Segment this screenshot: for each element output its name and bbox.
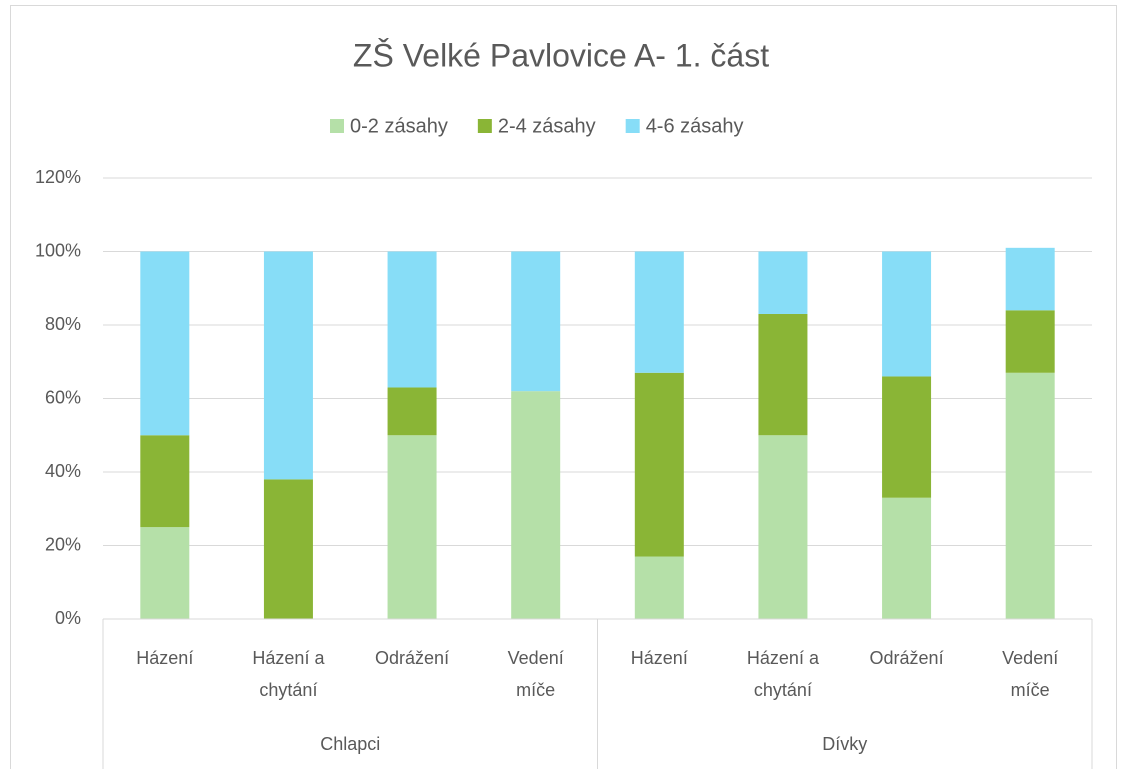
bar-segment	[1005, 372, 1055, 619]
y-tick-label: 0%	[55, 608, 81, 628]
x-tick-label: Vedení míče	[1002, 648, 1059, 700]
chart-border	[10, 5, 1117, 769]
y-tick-label: 120%	[35, 167, 81, 187]
bar-segment	[140, 435, 190, 528]
bar-segment	[758, 313, 808, 436]
bar-segment	[1005, 247, 1055, 311]
y-tick-label: 100%	[35, 240, 81, 260]
bar-segment	[634, 372, 684, 557]
bar-segment	[882, 251, 932, 377]
y-tick-label: 20%	[45, 534, 81, 554]
bar-segment	[263, 251, 313, 480]
legend-swatch	[625, 119, 640, 133]
group-label: Dívky	[822, 734, 867, 754]
bar-segment	[758, 251, 808, 314]
chart-title: ZŠ Velké Pavlovice A- 1. část	[353, 37, 769, 73]
bar-segment	[140, 251, 190, 436]
bar-segment	[387, 435, 437, 619]
bar-segment	[511, 391, 561, 619]
y-tick-label: 60%	[45, 387, 81, 407]
y-tick-label: 80%	[45, 314, 81, 334]
bar-segment	[882, 376, 932, 498]
legend-label: 4-6 zásahy	[646, 115, 744, 137]
bar-segment	[263, 479, 313, 619]
bar-segment	[140, 527, 190, 619]
group-label: Chlapci	[320, 734, 380, 754]
legend-label: 0-2 zásahy	[350, 115, 448, 137]
x-tick-label: Házení a chytání	[746, 648, 819, 700]
legend-swatch	[330, 119, 344, 133]
x-tick-label: Vedení míče	[507, 648, 564, 700]
x-tick-label: Odrážení	[869, 648, 944, 668]
bar-segment	[387, 387, 437, 436]
y-tick-label: 40%	[45, 461, 81, 481]
bar-segment	[882, 497, 932, 619]
bar-segment	[1005, 310, 1055, 373]
bar-segment	[634, 556, 684, 619]
x-tick-label: Házení	[630, 648, 688, 668]
legend-swatch	[477, 119, 492, 133]
x-tick-label: Házení	[136, 648, 194, 668]
bar-segment	[387, 251, 437, 388]
x-tick-label: Odrážení	[375, 648, 450, 668]
bar-segment	[634, 251, 684, 373]
bar-segment	[511, 251, 561, 392]
x-tick-label: Házení a chytání	[252, 648, 325, 700]
bar-segment	[758, 435, 808, 619]
legend-label: 2-4 zásahy	[498, 115, 596, 137]
